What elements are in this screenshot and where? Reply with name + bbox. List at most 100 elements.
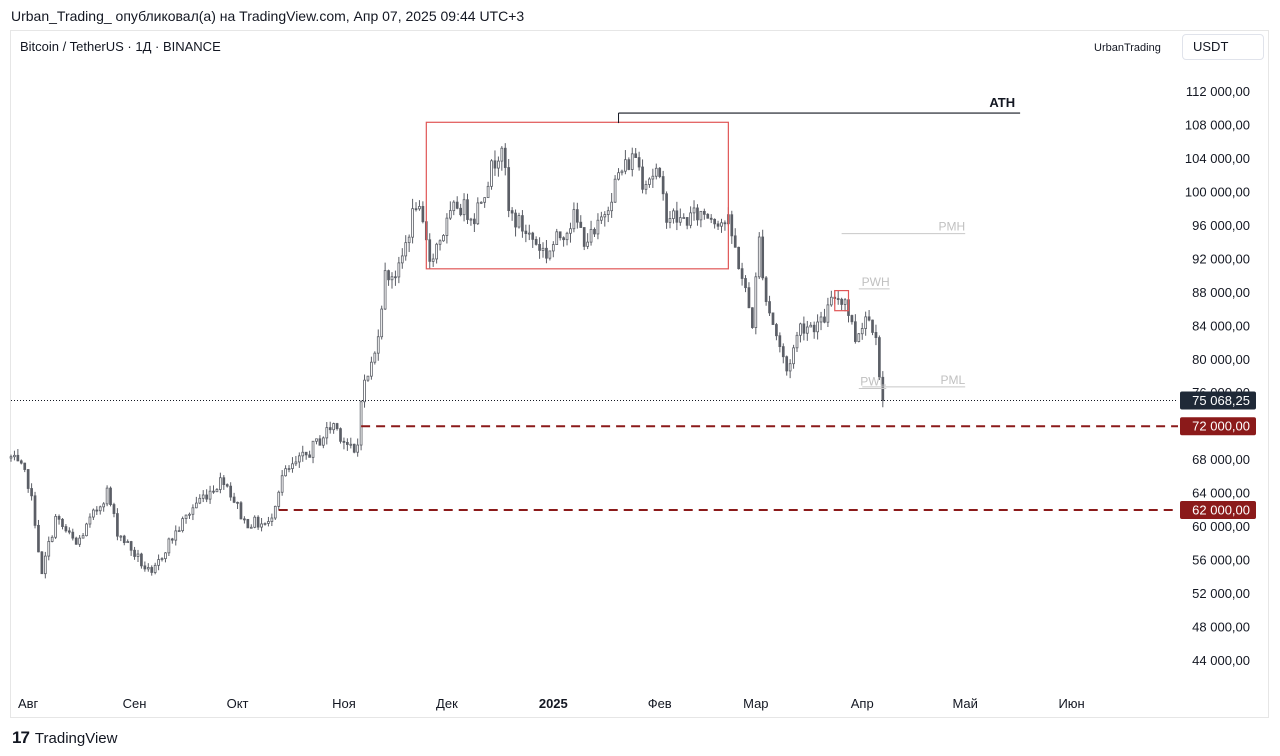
candle-body	[332, 423, 335, 431]
candle-body	[864, 316, 867, 329]
candle-body	[112, 504, 116, 514]
candle-body	[665, 193, 668, 223]
candle-body	[737, 246, 741, 270]
candle-body	[40, 551, 44, 575]
tradingview-logo[interactable]: 17 TradingView	[12, 728, 117, 748]
candle-body	[627, 159, 631, 170]
symbol-title[interactable]: Bitcoin / TetherUS · 1Д · BINANCE	[20, 39, 221, 54]
candle-body	[459, 207, 462, 216]
candle-body	[322, 437, 325, 446]
candle-body	[757, 236, 761, 278]
candle-body	[617, 172, 620, 180]
candle-body	[854, 321, 857, 342]
candle-body	[562, 237, 565, 241]
candle-body	[363, 379, 366, 403]
candle-body	[222, 477, 226, 485]
candle-body	[74, 537, 78, 545]
x-tick-label: Мар	[743, 696, 768, 711]
candle-body	[339, 428, 342, 442]
candle-body	[431, 258, 435, 262]
candle-body	[225, 484, 229, 487]
small-box	[834, 289, 850, 312]
candle-body	[795, 334, 799, 349]
candle-body	[146, 567, 150, 570]
currency-selector[interactable]: USDT	[1182, 34, 1264, 60]
y-tick-label: 112 000,00	[1186, 84, 1250, 99]
candle-body	[613, 178, 617, 203]
candle-body	[733, 235, 737, 248]
y-tick-label: 96 000,00	[1192, 218, 1250, 233]
candle-body	[799, 323, 802, 336]
candle-body	[785, 356, 789, 372]
candle-body	[301, 451, 305, 457]
candle-body	[620, 170, 624, 174]
candle-body	[572, 209, 576, 230]
candle-body	[823, 316, 826, 323]
candle-body	[860, 328, 864, 335]
candle-body	[167, 538, 171, 554]
candle-body	[579, 221, 583, 228]
candle-body	[153, 564, 157, 573]
candle-body	[473, 218, 476, 225]
candle-body	[689, 212, 692, 226]
y-tick-label: 100 000,00	[1185, 184, 1250, 199]
candle-body	[589, 228, 593, 243]
candle-body	[64, 526, 68, 532]
candle-body	[170, 538, 174, 541]
candle-body	[805, 326, 809, 334]
candle-body	[421, 206, 425, 223]
candle-body	[150, 567, 154, 573]
candle-body	[160, 558, 164, 561]
level-price-tag	[1180, 500, 1256, 519]
x-tick-label: Фев	[648, 696, 672, 711]
candle-body	[548, 250, 552, 259]
candle-body	[675, 210, 679, 223]
y-tick-label: 84 000,00	[1192, 318, 1250, 333]
candle-body	[781, 346, 785, 358]
candle-body	[723, 222, 727, 225]
y-tick-label: 104 000,00	[1185, 151, 1250, 166]
range-box	[425, 121, 729, 270]
ath-label: ATH	[989, 95, 1015, 110]
candle-body	[43, 555, 47, 575]
x-tick-label: Сен	[123, 696, 147, 711]
candle-body	[215, 489, 219, 493]
candle-body	[630, 153, 634, 170]
candle-body	[545, 247, 548, 259]
candle-body	[397, 262, 401, 278]
candle-body	[435, 243, 438, 260]
candle-body	[445, 217, 449, 236]
candle-body	[850, 315, 854, 323]
candle-body	[479, 201, 483, 204]
pwh-label: PWH	[862, 275, 890, 289]
candle-body	[706, 213, 710, 219]
candle-body	[280, 475, 284, 493]
candle-body	[54, 515, 57, 538]
y-tick-label: 52 000,00	[1192, 586, 1250, 601]
candle-body	[119, 535, 123, 538]
candle-body	[658, 167, 662, 177]
candle-body	[802, 323, 806, 334]
candle-body	[188, 513, 191, 516]
candle-body	[263, 522, 267, 525]
candle-body	[778, 335, 782, 348]
candle-body	[678, 217, 682, 223]
candle-body	[95, 509, 99, 512]
candle-body	[232, 496, 236, 503]
candle-body	[105, 487, 109, 505]
candle-body	[16, 454, 20, 462]
candle-body	[370, 361, 373, 377]
candle-body	[328, 427, 332, 431]
candle-body	[126, 541, 130, 544]
candle-body	[878, 337, 881, 378]
candle-body	[569, 228, 572, 234]
candle-body	[792, 347, 795, 365]
candle-body	[644, 184, 648, 190]
candle-body	[291, 463, 294, 469]
candle-body	[284, 468, 287, 477]
candle-body	[531, 232, 535, 240]
candle-body	[648, 178, 651, 185]
candle-body	[23, 462, 27, 470]
candle-body	[260, 523, 263, 528]
